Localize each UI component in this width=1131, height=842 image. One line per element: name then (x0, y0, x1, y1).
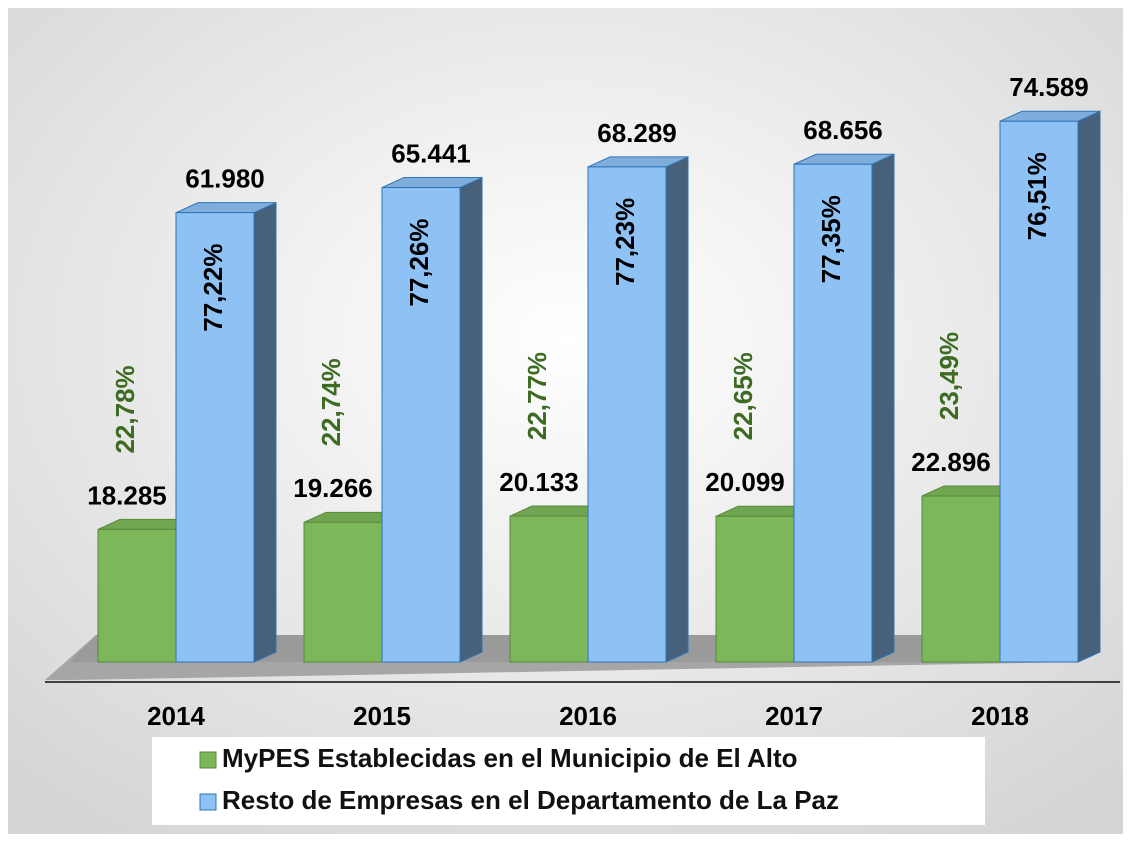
bar-side (459, 176, 483, 663)
percent-label: 77,35% (816, 195, 846, 283)
value-label: 68.656 (803, 115, 883, 145)
value-label: 61.980 (185, 164, 265, 194)
bar-side (253, 201, 277, 663)
legend-label: Resto de Empresas en el Departamento de … (222, 785, 839, 815)
value-label: 18.285 (87, 480, 167, 510)
percent-label: 22,77% (522, 352, 552, 440)
value-label: 20.099 (705, 467, 785, 497)
x-tick-label: 2016 (559, 701, 617, 731)
value-label: 74.589 (1009, 72, 1089, 102)
bar (921, 495, 1001, 663)
bar (999, 120, 1079, 663)
percent-label: 76,51% (1022, 152, 1052, 240)
bar (175, 212, 255, 663)
bar-side (871, 153, 895, 663)
bar (303, 521, 383, 663)
x-tick-label: 2017 (765, 701, 823, 731)
legend (152, 737, 985, 825)
percent-label: 77,23% (610, 198, 640, 286)
x-tick-label: 2018 (971, 701, 1029, 731)
bar (509, 515, 589, 663)
percent-label: 22,74% (316, 358, 346, 446)
bar (793, 163, 873, 663)
legend-swatch (199, 751, 217, 769)
percent-label: 77,22% (198, 244, 228, 332)
bar (587, 166, 667, 663)
percent-label: 77,26% (404, 218, 434, 306)
bar (715, 515, 795, 663)
bar (381, 187, 461, 663)
value-label: 22.896 (911, 447, 991, 477)
bar-side (1077, 110, 1101, 663)
legend-swatch (199, 793, 217, 811)
percent-label: 22,78% (110, 365, 140, 453)
value-label: 65.441 (391, 138, 471, 168)
x-tick-label: 2014 (147, 701, 205, 731)
legend-label: MyPES Establecidas en el Municipio de El… (222, 743, 798, 773)
value-label: 20.133 (499, 467, 579, 497)
percent-label: 22,65% (728, 352, 758, 440)
x-tick-label: 2015 (353, 701, 411, 731)
bar-side (665, 156, 689, 663)
percent-label: 23,49% (934, 332, 964, 420)
value-label: 68.289 (597, 118, 677, 148)
value-label: 19.266 (293, 473, 373, 503)
bar (97, 528, 177, 663)
